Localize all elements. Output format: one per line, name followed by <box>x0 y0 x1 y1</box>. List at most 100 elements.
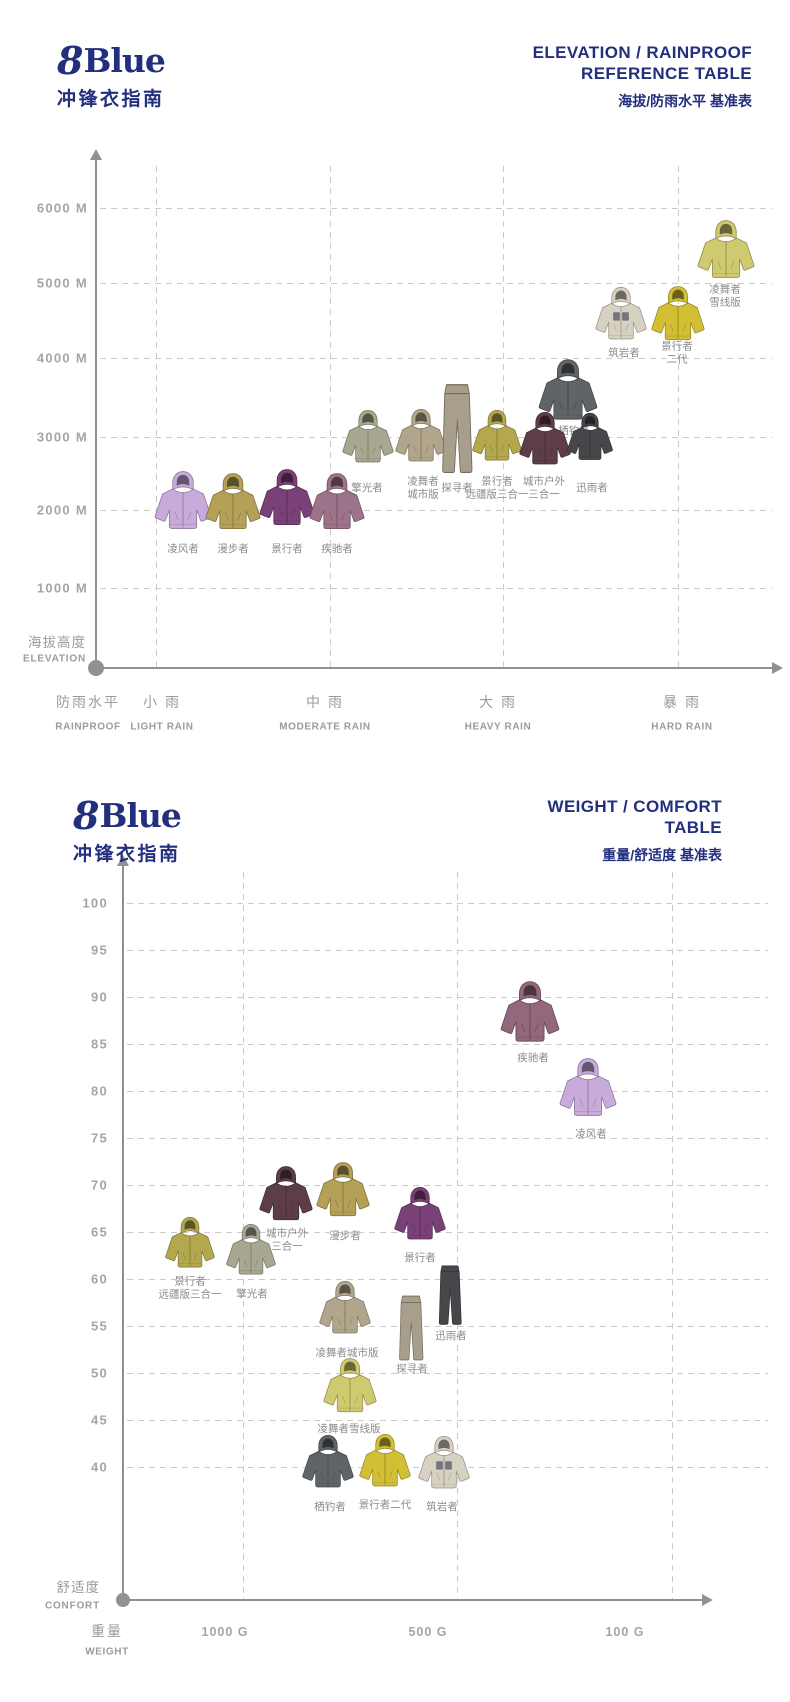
x-tick-label: 500 G <box>408 1625 448 1639</box>
grid-line-horizontal <box>127 1138 768 1139</box>
item-label: 凌舞者城市版 <box>407 475 439 501</box>
x-axis-line <box>123 1599 704 1601</box>
item-label: 漫步者 <box>329 1229 361 1242</box>
jacket-item <box>203 472 263 534</box>
jacket-item <box>321 1357 379 1417</box>
item-label: 疾驰者 <box>321 542 353 555</box>
chart2-subtitle: 重量/舒适度 基准表 <box>602 847 722 863</box>
brand-wordmark: 8Blue <box>73 793 182 838</box>
jacket-item <box>695 219 757 283</box>
chart1-title-line2: REFERENCE TABLE <box>581 64 752 83</box>
x-axis-line <box>96 667 774 669</box>
y-axis-caption-en: CONFORT <box>44 1600 100 1612</box>
y-tick-label: 5000 M <box>36 275 88 291</box>
brand-subtitle: 冲锋衣指南 <box>73 844 181 865</box>
item-label: 栖钓者 <box>314 1500 346 1513</box>
chart2-title-line1: WEIGHT / COMFORT <box>547 797 722 816</box>
grid-line-vertical <box>156 166 157 668</box>
y-tick-label: 1000 M <box>36 580 88 596</box>
grid-line-horizontal <box>127 1373 768 1374</box>
chart1-subtitle: 海拔/防雨水平 基准表 <box>618 93 752 109</box>
grid-line-horizontal <box>127 903 768 904</box>
y-axis-arrow-icon <box>117 855 129 866</box>
grid-line-horizontal <box>127 950 768 951</box>
brand-glyph-icon: 8 <box>73 793 100 838</box>
y-tick-label: 45 <box>90 1412 108 1428</box>
y-tick-label: 75 <box>90 1130 108 1146</box>
y-axis-line <box>122 864 124 1600</box>
grid-line-horizontal <box>100 208 772 209</box>
jacket-item <box>307 472 367 534</box>
jacket-item <box>557 1057 619 1121</box>
brand-wordmark: 8Blue <box>57 38 166 83</box>
chart1-title-line1: ELEVATION / RAINPROOF <box>532 43 752 62</box>
grid-line-horizontal <box>100 358 772 359</box>
jacket-item <box>257 468 317 530</box>
item-label: 筑岩者 <box>608 346 640 359</box>
jacket-item <box>649 285 707 345</box>
jacket-item <box>593 286 649 344</box>
item-label: 景行者二代 <box>358 1498 412 1511</box>
item-label: 凌舞者雪线版 <box>317 1422 381 1435</box>
y-tick-label: 4000 M <box>36 350 88 366</box>
grid-line-horizontal <box>127 1326 768 1327</box>
y-axis-line <box>95 158 97 668</box>
y-tick-label: 40 <box>90 1459 108 1475</box>
x-category-label-en: MODERATE RAIN <box>279 721 371 733</box>
grid-line-horizontal <box>100 283 772 284</box>
item-label: 迅雨者 <box>435 1329 467 1342</box>
grid-line-vertical <box>672 872 673 1600</box>
y-tick-label: 50 <box>90 1365 108 1381</box>
item-label: 景行者 远疆版三合一 <box>158 1275 222 1301</box>
grid-line-horizontal <box>127 1091 768 1092</box>
item-label: 迅雨者 <box>576 481 608 494</box>
x-category-label-en: HEAVY RAIN <box>464 721 532 733</box>
item-label: 景行者 <box>271 542 303 555</box>
jacket-item <box>152 470 214 534</box>
item-label: 擎光者 <box>351 481 383 494</box>
grid-line-horizontal <box>127 997 768 998</box>
item-label: 景行者 <box>404 1251 436 1264</box>
y-axis-caption-en: ELEVATION <box>23 653 86 665</box>
jacket-item <box>416 1435 472 1493</box>
y-tick-label: 100 <box>82 895 108 911</box>
y-tick-label: 90 <box>90 989 108 1005</box>
y-tick-label: 95 <box>90 942 108 958</box>
jacket-item <box>470 409 524 465</box>
item-label: 景行者 远疆版三合一 <box>465 475 529 501</box>
pants-item <box>435 1264 465 1328</box>
y-tick-label: 70 <box>90 1177 108 1193</box>
y-tick-label: 3000 M <box>36 429 88 445</box>
x-axis-arrow-icon <box>702 1594 713 1606</box>
pants-item <box>437 382 477 478</box>
grid-line-horizontal <box>100 588 772 589</box>
y-tick-label: 65 <box>90 1224 108 1240</box>
x-category-label-zh: 大 雨 <box>479 694 517 710</box>
x-category-label-zh: 小 雨 <box>143 694 181 710</box>
item-label: 凌舞者雪线版 <box>709 283 741 309</box>
x-axis-arrow-icon <box>772 662 783 674</box>
origin-dot <box>88 660 104 676</box>
y-tick-label: 55 <box>90 1318 108 1334</box>
y-axis-caption-zh: 海拔高度 <box>28 635 86 650</box>
jacket-item <box>340 409 396 467</box>
item-label: 凌风者 <box>167 542 199 555</box>
x-tick-label: 1000 G <box>201 1625 249 1639</box>
item-label: 擎光者 <box>236 1287 268 1300</box>
grid-line-vertical <box>330 166 331 668</box>
jacket-item <box>392 1186 448 1244</box>
grid-line-horizontal <box>100 510 772 511</box>
chart1-title-block: ELEVATION / RAINPROOF REFERENCE TABLE 海拔… <box>533 42 752 111</box>
y-tick-label: 60 <box>90 1271 108 1287</box>
item-label: 探寻者 <box>441 481 473 494</box>
item-label: 疾驰者 <box>517 1051 549 1064</box>
grid-line-horizontal <box>127 1232 768 1233</box>
y-tick-label: 85 <box>90 1036 108 1052</box>
x-axis-caption-zh: 重量 <box>91 1623 123 1639</box>
grid-line-horizontal <box>127 1044 768 1045</box>
y-tick-label: 2000 M <box>36 502 88 518</box>
grid-line-horizontal <box>127 1420 768 1421</box>
jacket-item <box>565 412 615 464</box>
